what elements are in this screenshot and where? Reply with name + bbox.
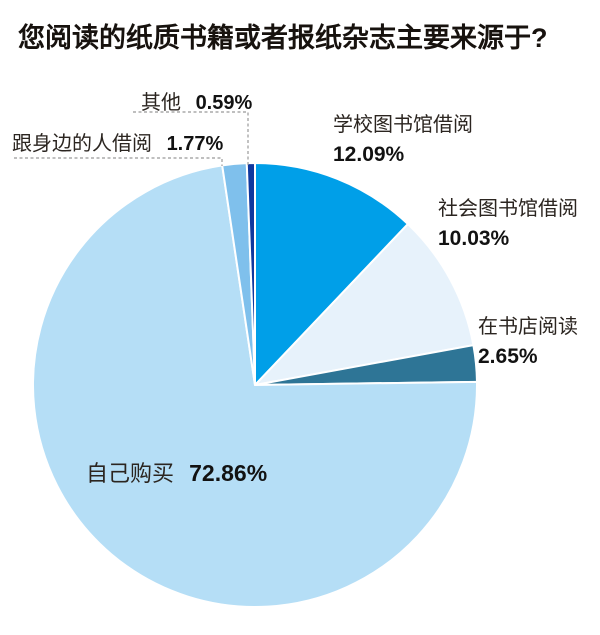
slice-percent: 0.59%	[195, 92, 253, 114]
pie-slice-public-library	[254, 223, 475, 386]
slice-percent: 1.77%	[166, 133, 224, 155]
leader-line-borrow	[14, 157, 223, 166]
label-borrow-from-others: 跟身边的人借阅 1.77%	[12, 127, 223, 156]
slice-name: 社会图书馆借阅	[438, 198, 578, 220]
slice-name: 在书店阅读	[478, 316, 578, 338]
label-other: 其他 0.59%	[141, 86, 252, 115]
slice-percent: 2.65%	[478, 345, 538, 368]
slice-percent: 72.86%	[189, 460, 268, 486]
label-public-library: 社会图书馆借阅 10.03%	[438, 195, 578, 253]
slice-name: 自己购买	[86, 461, 175, 486]
slice-name: 学校图书馆借阅	[333, 114, 473, 136]
slice-percent: 10.03%	[438, 227, 510, 250]
chart-title: 您阅读的纸质书籍或者报纸杂志主要来源于?	[18, 23, 548, 53]
pie-slice-other	[245, 161, 256, 386]
slice-name: 其他	[141, 92, 181, 114]
slice-percent: 12.09%	[333, 143, 405, 166]
slice-name: 跟身边的人借阅	[12, 133, 152, 155]
pie-slice-self-purchase	[32, 164, 478, 608]
label-bookstore: 在书店阅读 2.65%	[478, 313, 578, 371]
label-school-library: 学校图书馆借阅 12.09%	[333, 111, 473, 169]
label-self-purchase: 自己购买 72.86%	[86, 456, 267, 488]
pie-slice-school-library	[254, 162, 409, 386]
